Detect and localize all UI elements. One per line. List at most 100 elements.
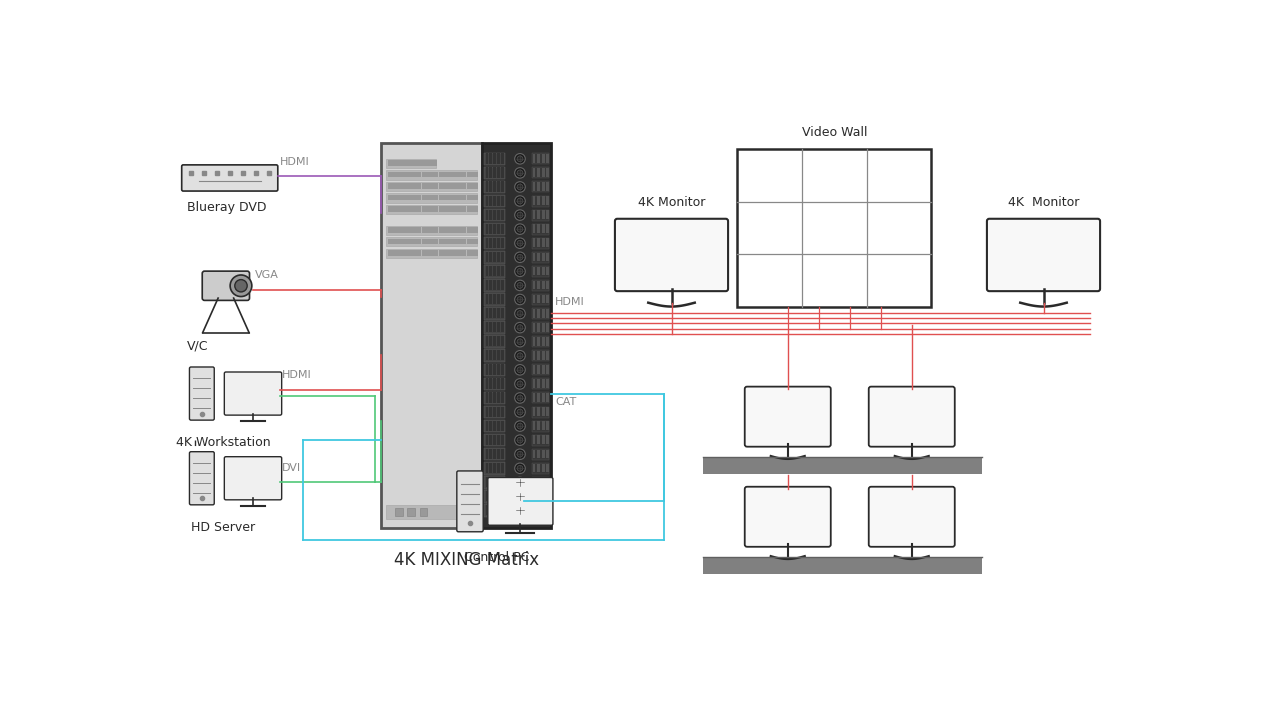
Bar: [547, 436, 549, 444]
Bar: [547, 478, 549, 486]
Bar: [497, 337, 500, 347]
Circle shape: [515, 351, 525, 361]
Bar: [421, 183, 428, 189]
Circle shape: [517, 451, 524, 457]
Bar: [532, 364, 549, 375]
Bar: [497, 463, 500, 473]
FancyBboxPatch shape: [457, 471, 483, 532]
Bar: [461, 250, 466, 256]
Bar: [493, 294, 497, 304]
FancyBboxPatch shape: [224, 457, 282, 500]
Bar: [485, 463, 488, 473]
Circle shape: [517, 324, 524, 331]
Bar: [532, 379, 535, 388]
Bar: [541, 309, 544, 317]
Bar: [485, 181, 488, 192]
Circle shape: [515, 153, 525, 164]
Circle shape: [515, 196, 525, 206]
Bar: [489, 237, 493, 248]
Bar: [428, 195, 433, 200]
Bar: [485, 350, 488, 361]
Bar: [497, 224, 500, 234]
Bar: [484, 420, 504, 432]
Bar: [538, 210, 540, 219]
Bar: [493, 195, 497, 206]
FancyBboxPatch shape: [745, 487, 831, 547]
Bar: [484, 180, 504, 193]
Bar: [497, 364, 500, 374]
Bar: [703, 457, 982, 473]
Bar: [502, 168, 504, 178]
Bar: [484, 293, 504, 306]
Bar: [502, 294, 504, 304]
Bar: [411, 207, 416, 212]
Bar: [461, 183, 466, 189]
Bar: [538, 238, 540, 247]
Bar: [433, 207, 438, 212]
Bar: [493, 181, 497, 192]
Bar: [497, 406, 500, 417]
Circle shape: [517, 381, 524, 386]
Bar: [472, 239, 477, 244]
Circle shape: [517, 282, 524, 288]
Bar: [532, 266, 549, 277]
Bar: [416, 183, 421, 189]
Bar: [532, 492, 535, 501]
Bar: [484, 364, 504, 376]
Bar: [456, 250, 461, 256]
Bar: [532, 350, 549, 361]
FancyBboxPatch shape: [987, 219, 1100, 291]
Text: HDMI: HDMI: [556, 297, 585, 307]
Bar: [541, 196, 544, 205]
Bar: [737, 149, 931, 307]
Bar: [493, 364, 497, 374]
Bar: [541, 407, 544, 416]
Bar: [538, 478, 540, 486]
Bar: [547, 421, 549, 430]
Text: Video Wall: Video Wall: [801, 126, 867, 140]
Bar: [393, 172, 399, 178]
Bar: [497, 350, 500, 361]
Bar: [493, 224, 497, 234]
Bar: [493, 168, 497, 178]
Bar: [385, 159, 435, 168]
Bar: [547, 238, 549, 247]
Bar: [421, 195, 428, 200]
Bar: [497, 491, 500, 501]
Bar: [439, 172, 444, 178]
Bar: [497, 210, 500, 220]
Bar: [485, 153, 488, 163]
Bar: [532, 195, 549, 207]
Bar: [532, 154, 535, 163]
Bar: [538, 196, 540, 205]
Bar: [393, 239, 399, 244]
Bar: [547, 365, 549, 374]
Bar: [485, 280, 488, 290]
Bar: [467, 195, 472, 200]
Bar: [538, 252, 540, 261]
Bar: [421, 239, 428, 244]
Bar: [416, 239, 421, 244]
Circle shape: [515, 421, 525, 431]
Bar: [399, 172, 404, 178]
Bar: [538, 506, 540, 515]
Circle shape: [517, 212, 524, 218]
Bar: [502, 266, 504, 276]
Circle shape: [517, 353, 524, 359]
Bar: [489, 195, 493, 206]
Bar: [538, 183, 540, 191]
Bar: [484, 378, 504, 390]
Bar: [484, 209, 504, 221]
Bar: [532, 337, 549, 347]
Bar: [547, 463, 549, 472]
Bar: [484, 434, 504, 446]
Bar: [541, 238, 544, 247]
Bar: [538, 351, 540, 360]
Bar: [489, 350, 493, 361]
Bar: [456, 227, 461, 232]
Bar: [493, 237, 497, 248]
Bar: [502, 421, 504, 431]
Bar: [484, 349, 504, 362]
Bar: [532, 267, 535, 275]
Bar: [532, 238, 535, 247]
